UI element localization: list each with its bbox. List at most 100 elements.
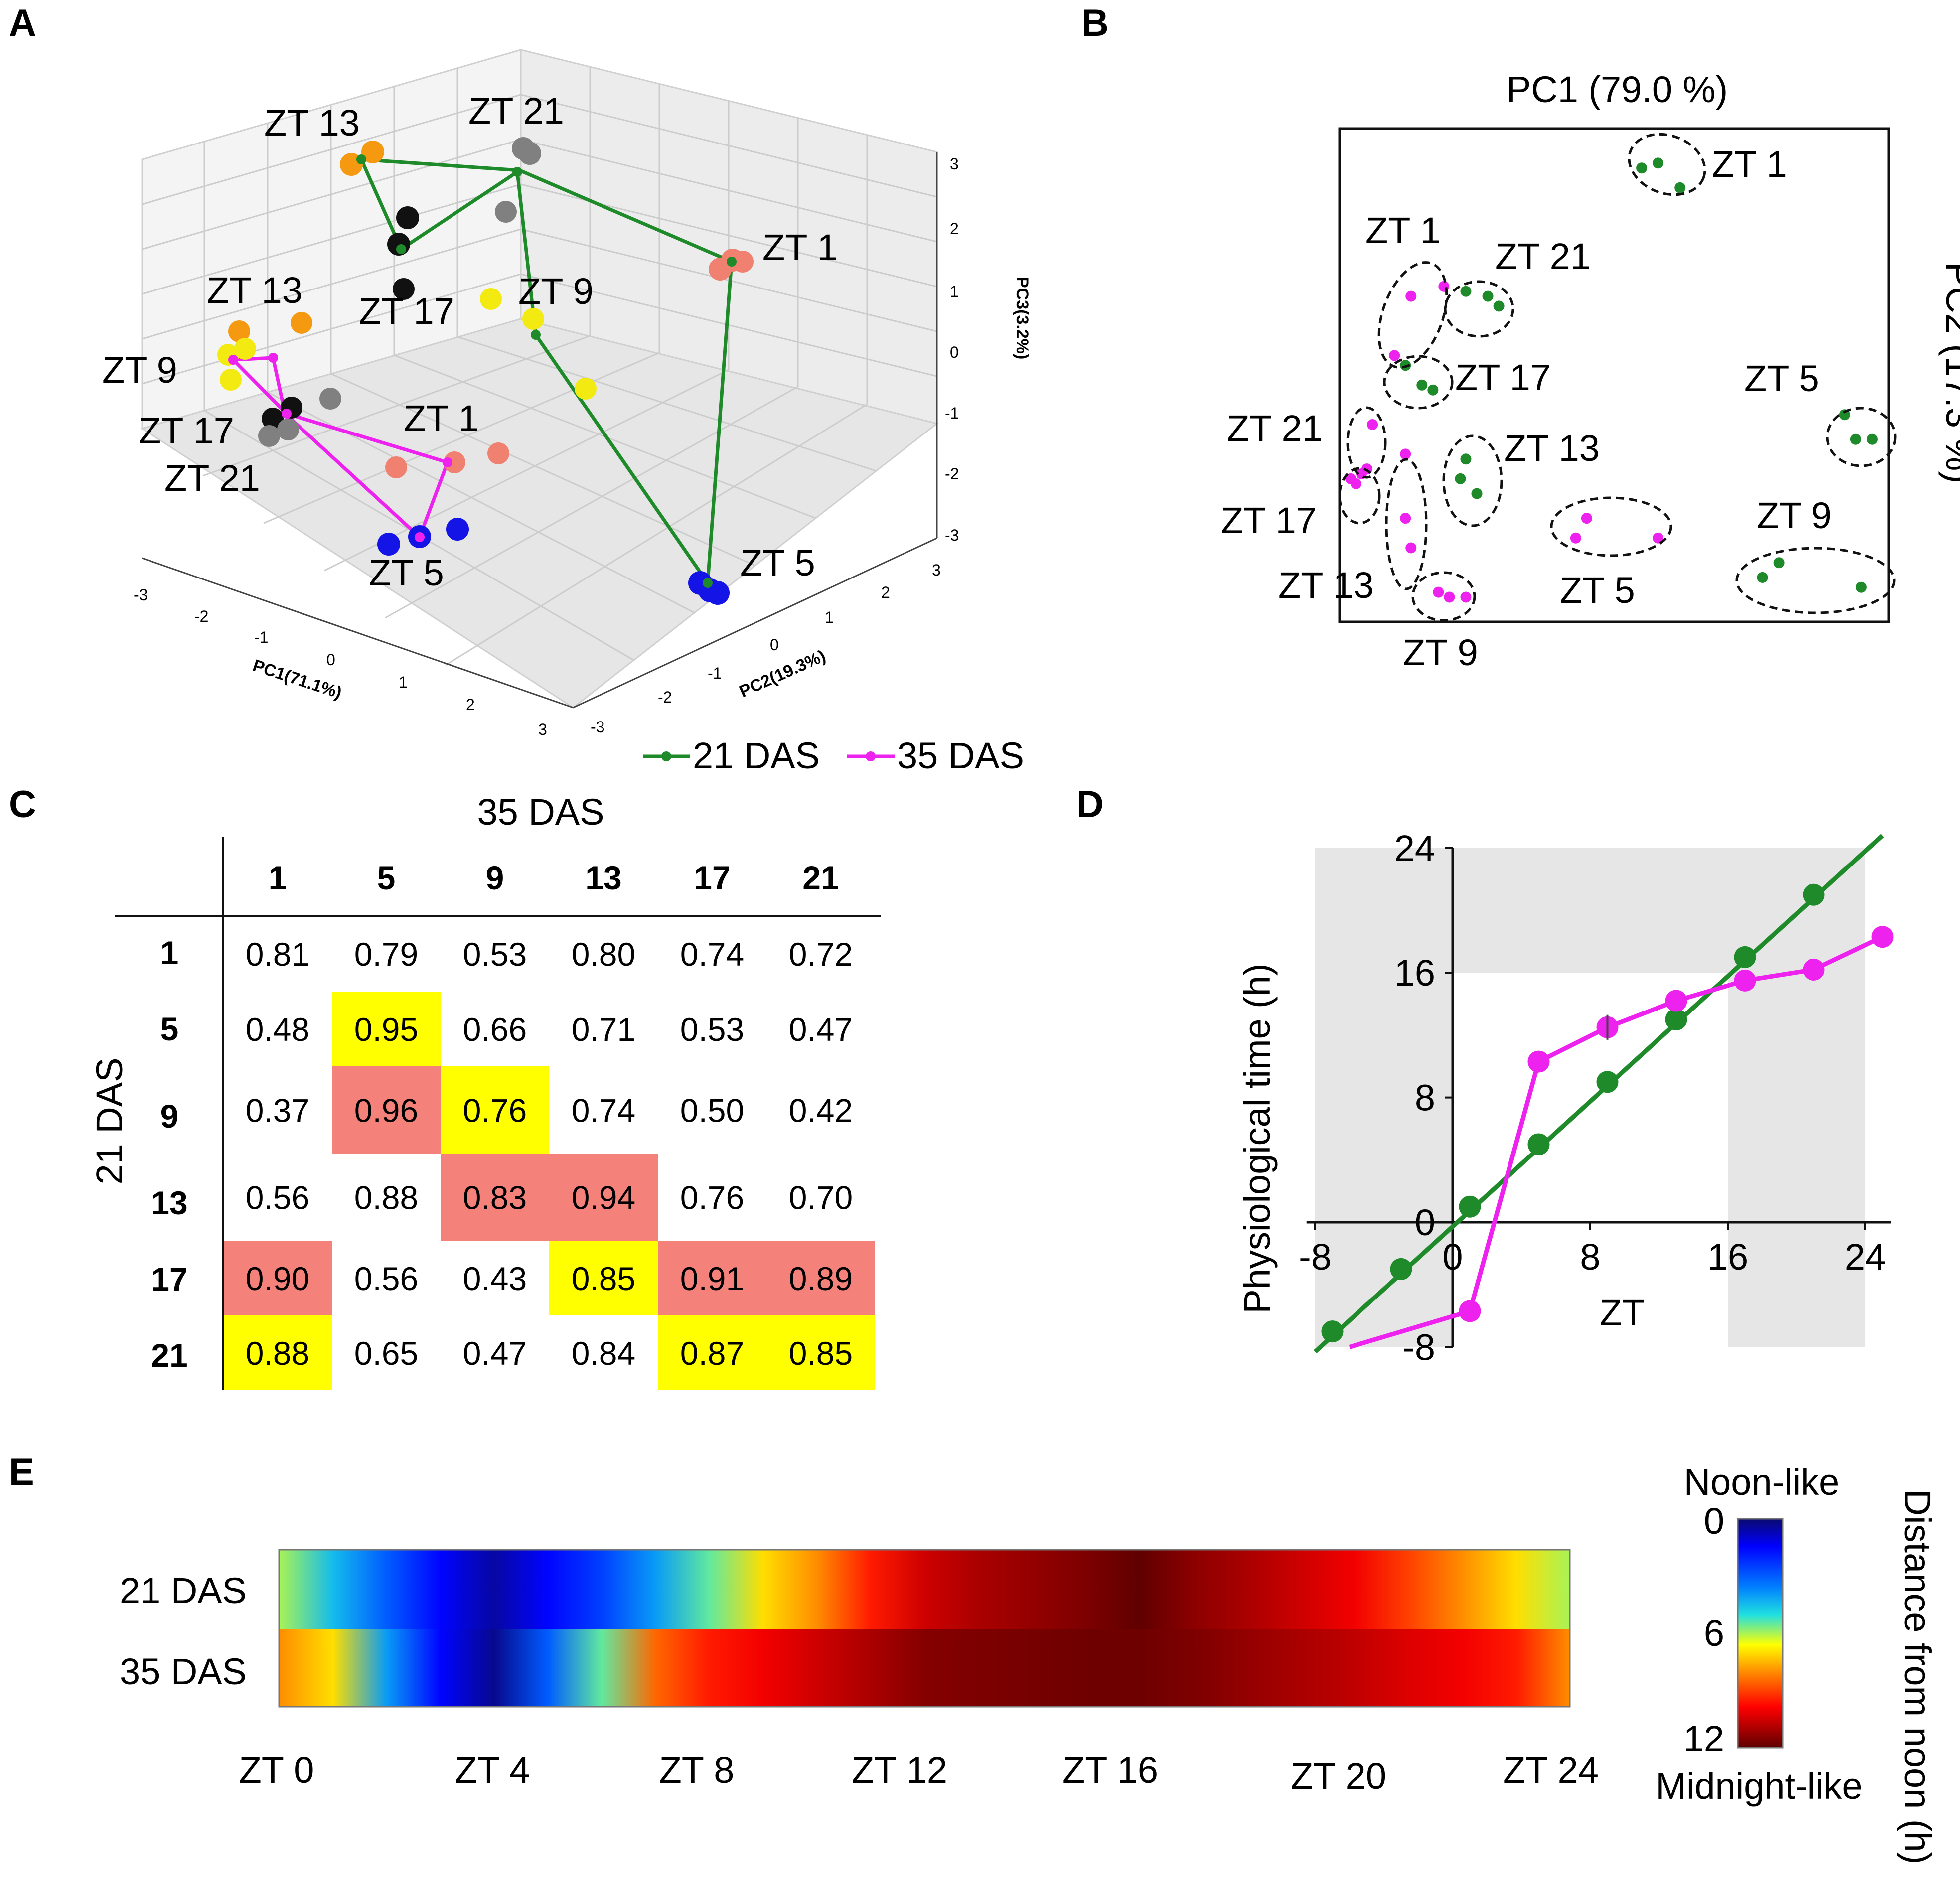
- pca-point: [1460, 453, 1472, 465]
- label-zt13-35: ZT 13: [207, 270, 302, 311]
- sample-dot: [262, 408, 284, 430]
- x-tick-label: 16: [1707, 1236, 1748, 1278]
- trajectory-marker: [282, 409, 292, 419]
- sample-dot: [518, 142, 541, 165]
- axis-label-pc3: PC3(3.2%): [1013, 277, 1032, 359]
- highlight-cell: [766, 1315, 875, 1390]
- heatmap-row-35-das: [279, 1629, 1570, 1707]
- col-header: 17: [694, 860, 730, 896]
- legend-marker-35-das: [866, 751, 876, 761]
- label-zt17-21: ZT 17: [359, 290, 454, 332]
- panel-e: E 21 DAS 35 DAS ZT 0 ZT 4 ZT 8 ZT 12 ZT …: [9, 1451, 1938, 1864]
- pca-point: [1482, 290, 1494, 302]
- pca-point: [1400, 448, 1411, 460]
- col-header: 13: [585, 860, 621, 896]
- cluster-ellipse: [1444, 280, 1514, 338]
- pca-point: [1351, 478, 1362, 489]
- table-cell: 0.81: [246, 936, 309, 973]
- heatmap-row-label: 35 DAS: [120, 1651, 247, 1692]
- series-21-das-point: [1527, 1133, 1550, 1155]
- tick-pc1: 1: [399, 673, 408, 691]
- table-cell: 0.83: [463, 1179, 527, 1216]
- label-zt9-35-b: ZT 9: [1403, 632, 1478, 673]
- cluster-ellipse: [1385, 458, 1428, 590]
- pca-point: [1757, 572, 1768, 583]
- table-cell: 0.42: [789, 1092, 853, 1129]
- table-cell: 0.74: [680, 936, 744, 973]
- highlight-cell: [658, 1315, 766, 1390]
- panel-b: B PC1 (79.0 %) PC2 (17.3 %) ZT 1 ZT 21 Z…: [1081, 2, 1960, 673]
- sample-dot: [393, 278, 415, 300]
- panel-c-col-headers: 1 5 9 13 17 21: [269, 860, 839, 896]
- series-21-das-point: [1459, 1195, 1481, 1218]
- axis-label-pc2: PC2(19.3%): [737, 646, 829, 701]
- table-cell: 0.53: [463, 936, 527, 973]
- panel-c-values: 0.81 0.79 0.53 0.80 0.74 0.72 0.48 0.95 0.66 0.71…: [246, 936, 853, 1372]
- pca-point: [1438, 281, 1450, 292]
- table-cell: 0.56: [246, 1179, 309, 1216]
- cluster-ellipse: [1628, 133, 1706, 196]
- table-cell: 0.43: [463, 1260, 527, 1297]
- series-21-das-point: [1390, 1258, 1412, 1280]
- sample-dot: [291, 312, 312, 334]
- trajectory-marker: [443, 457, 452, 467]
- panel-b-frame: [1338, 127, 1890, 623]
- label-zt17-35: ZT 17: [139, 410, 234, 451]
- pca-point: [1570, 532, 1581, 544]
- heatmap-row-label: 21 DAS: [120, 1570, 247, 1611]
- panel-a-ticks-pc1: -3 -2 -1 0 1 2 3: [134, 586, 547, 738]
- pca-point: [1389, 350, 1400, 361]
- sample-dot: [220, 369, 242, 391]
- tick-pc2: -2: [658, 688, 672, 706]
- series-21-das-point: [1321, 1320, 1344, 1343]
- table-cell: 0.72: [789, 936, 853, 973]
- panel-b-ellipses: [1338, 133, 1897, 622]
- colorbar-tick: 6: [1704, 1612, 1724, 1654]
- series-35-das-point: [1459, 1300, 1481, 1322]
- pca-point: [1839, 409, 1850, 421]
- sample-dot: [480, 288, 502, 310]
- series-35-das-point: [1871, 926, 1894, 948]
- tick-pc3: 2: [950, 220, 959, 238]
- pca-point: [1471, 488, 1483, 499]
- highlight-cell: [332, 1066, 441, 1154]
- pca-point: [1855, 581, 1867, 593]
- table-cell: 0.96: [354, 1092, 418, 1129]
- pca-point: [1416, 379, 1428, 391]
- heatmap-xtick: ZT 4: [455, 1749, 530, 1791]
- tick-pc3: 0: [950, 343, 959, 361]
- panel-d-xlabel: ZT: [1600, 1292, 1645, 1333]
- table-cell: 0.50: [680, 1092, 744, 1129]
- tick-pc3: 3: [950, 155, 959, 173]
- sample-dot: [361, 141, 384, 163]
- highlight-cell: [658, 1241, 766, 1315]
- series-35-das-point: [1734, 969, 1756, 992]
- table-cell: 0.74: [572, 1092, 635, 1129]
- highlight-cell: [549, 1154, 658, 1241]
- markers-35-das: [228, 353, 452, 542]
- label-zt13-21-b: ZT 13: [1504, 428, 1600, 469]
- tick-pc2: 0: [770, 636, 779, 654]
- heatmap-xtick: ZT 12: [852, 1749, 947, 1791]
- series-21-das-point: [1803, 883, 1825, 906]
- table-cell: 0.91: [680, 1260, 744, 1297]
- label-zt1-21-b: ZT 1: [1712, 144, 1787, 185]
- sample-dot: [495, 201, 517, 223]
- table-cell: 0.88: [246, 1335, 309, 1372]
- markers-21-das: [356, 154, 737, 588]
- heatmap-xtick: ZT 8: [659, 1749, 735, 1791]
- pca-point: [1581, 513, 1592, 524]
- row-header: 5: [160, 1011, 179, 1047]
- pca-point: [1427, 384, 1439, 396]
- sample-dot: [396, 206, 419, 229]
- table-cell: 0.76: [680, 1179, 744, 1216]
- label-zt1-35-b: ZT 1: [1365, 210, 1441, 251]
- x-tick-label: 0: [1442, 1236, 1463, 1278]
- sample-dot: [522, 308, 544, 330]
- panel-a-letter: A: [9, 2, 36, 44]
- panel-d-letter: D: [1076, 783, 1104, 826]
- tick-pc1: -1: [254, 628, 268, 646]
- highlight-cell: [223, 1241, 332, 1315]
- heatmap-xtick: ZT 20: [1291, 1755, 1386, 1797]
